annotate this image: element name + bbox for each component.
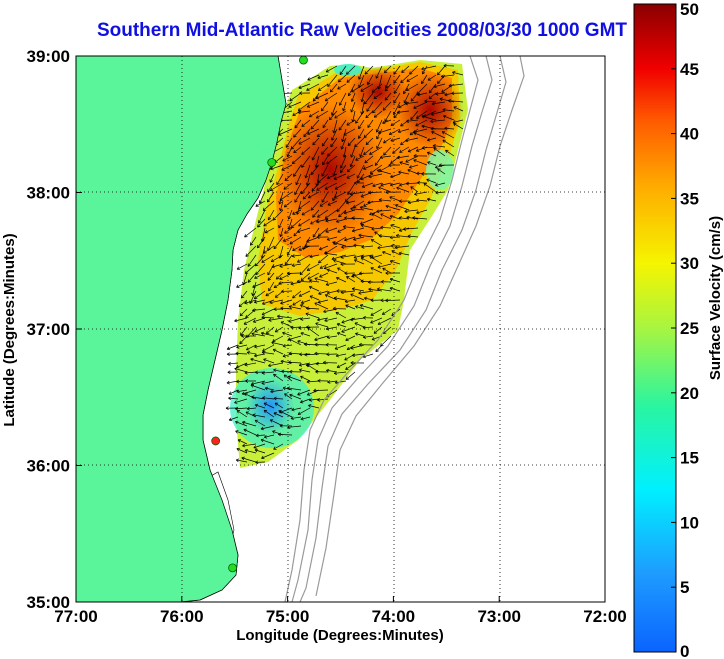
- colorbar-tick-label: 50: [680, 0, 699, 19]
- colorbar-tick-label: 15: [680, 449, 699, 468]
- y-tick-label: 39:00: [27, 47, 70, 66]
- x-tick-label: 76:00: [160, 607, 203, 626]
- chart-title: Southern Mid-Atlantic Raw Velocities 200…: [96, 20, 628, 41]
- station-mid-marker: [267, 158, 277, 167]
- velocity-field: [225, 60, 468, 468]
- y-tick-label: 38:00: [27, 184, 70, 203]
- y-tick-label: 37:00: [27, 320, 70, 339]
- colorbar-label: Surface Velocity (cm/s): [707, 216, 724, 380]
- colorbar-tick-label: 45: [680, 60, 699, 79]
- x-tick-label: 74:00: [372, 607, 415, 626]
- grid-lines: [76, 56, 605, 602]
- station-north-marker: [299, 55, 308, 65]
- x-tick-label: 77:00: [54, 607, 97, 626]
- colorbar-tick-label: 5: [680, 578, 689, 597]
- colorbar-tick-label: 20: [680, 384, 699, 403]
- velocity-zone-cyan-east: [426, 150, 454, 190]
- y-axis-label: Latitude (Degrees:Minutes): [1, 233, 18, 426]
- y-tick-label: 36:00: [27, 457, 70, 476]
- velocity-core-northeast: [396, 72, 464, 148]
- velocity-core-north: [278, 104, 382, 236]
- colorbar-tick-label: 35: [680, 189, 699, 208]
- y-axis-ticks: 39:00 38:00 37:00 36:00 35:00: [27, 47, 82, 612]
- colorbar-tick-label: 10: [680, 513, 699, 532]
- y-tick-label: 35:00: [27, 593, 70, 612]
- velocity-core-east: [348, 66, 408, 118]
- colorbar: [633, 3, 677, 653]
- x-tick-label: 73:00: [477, 607, 520, 626]
- station-hatteras-marker: [228, 563, 237, 573]
- bathymetry-contours: [284, 56, 525, 602]
- x-axis-ticks: 77:00 76:00 75:00 74:00 73:00 72:00: [54, 596, 627, 626]
- x-axis-label: Longitude (Degrees:Minutes): [236, 627, 444, 644]
- x-tick-label: 75:00: [266, 607, 309, 626]
- colorbar-tick-label: 40: [680, 125, 699, 144]
- velocity-vectors: [225, 63, 464, 465]
- colorbar-tick-label: 0: [680, 642, 689, 659]
- x-tick-label: 72:00: [583, 607, 626, 626]
- station-south-marker: [211, 436, 221, 446]
- colorbar-tick-label: 30: [680, 254, 699, 273]
- station-markers: [211, 55, 308, 573]
- colorbar-tick-label: 25: [680, 319, 699, 338]
